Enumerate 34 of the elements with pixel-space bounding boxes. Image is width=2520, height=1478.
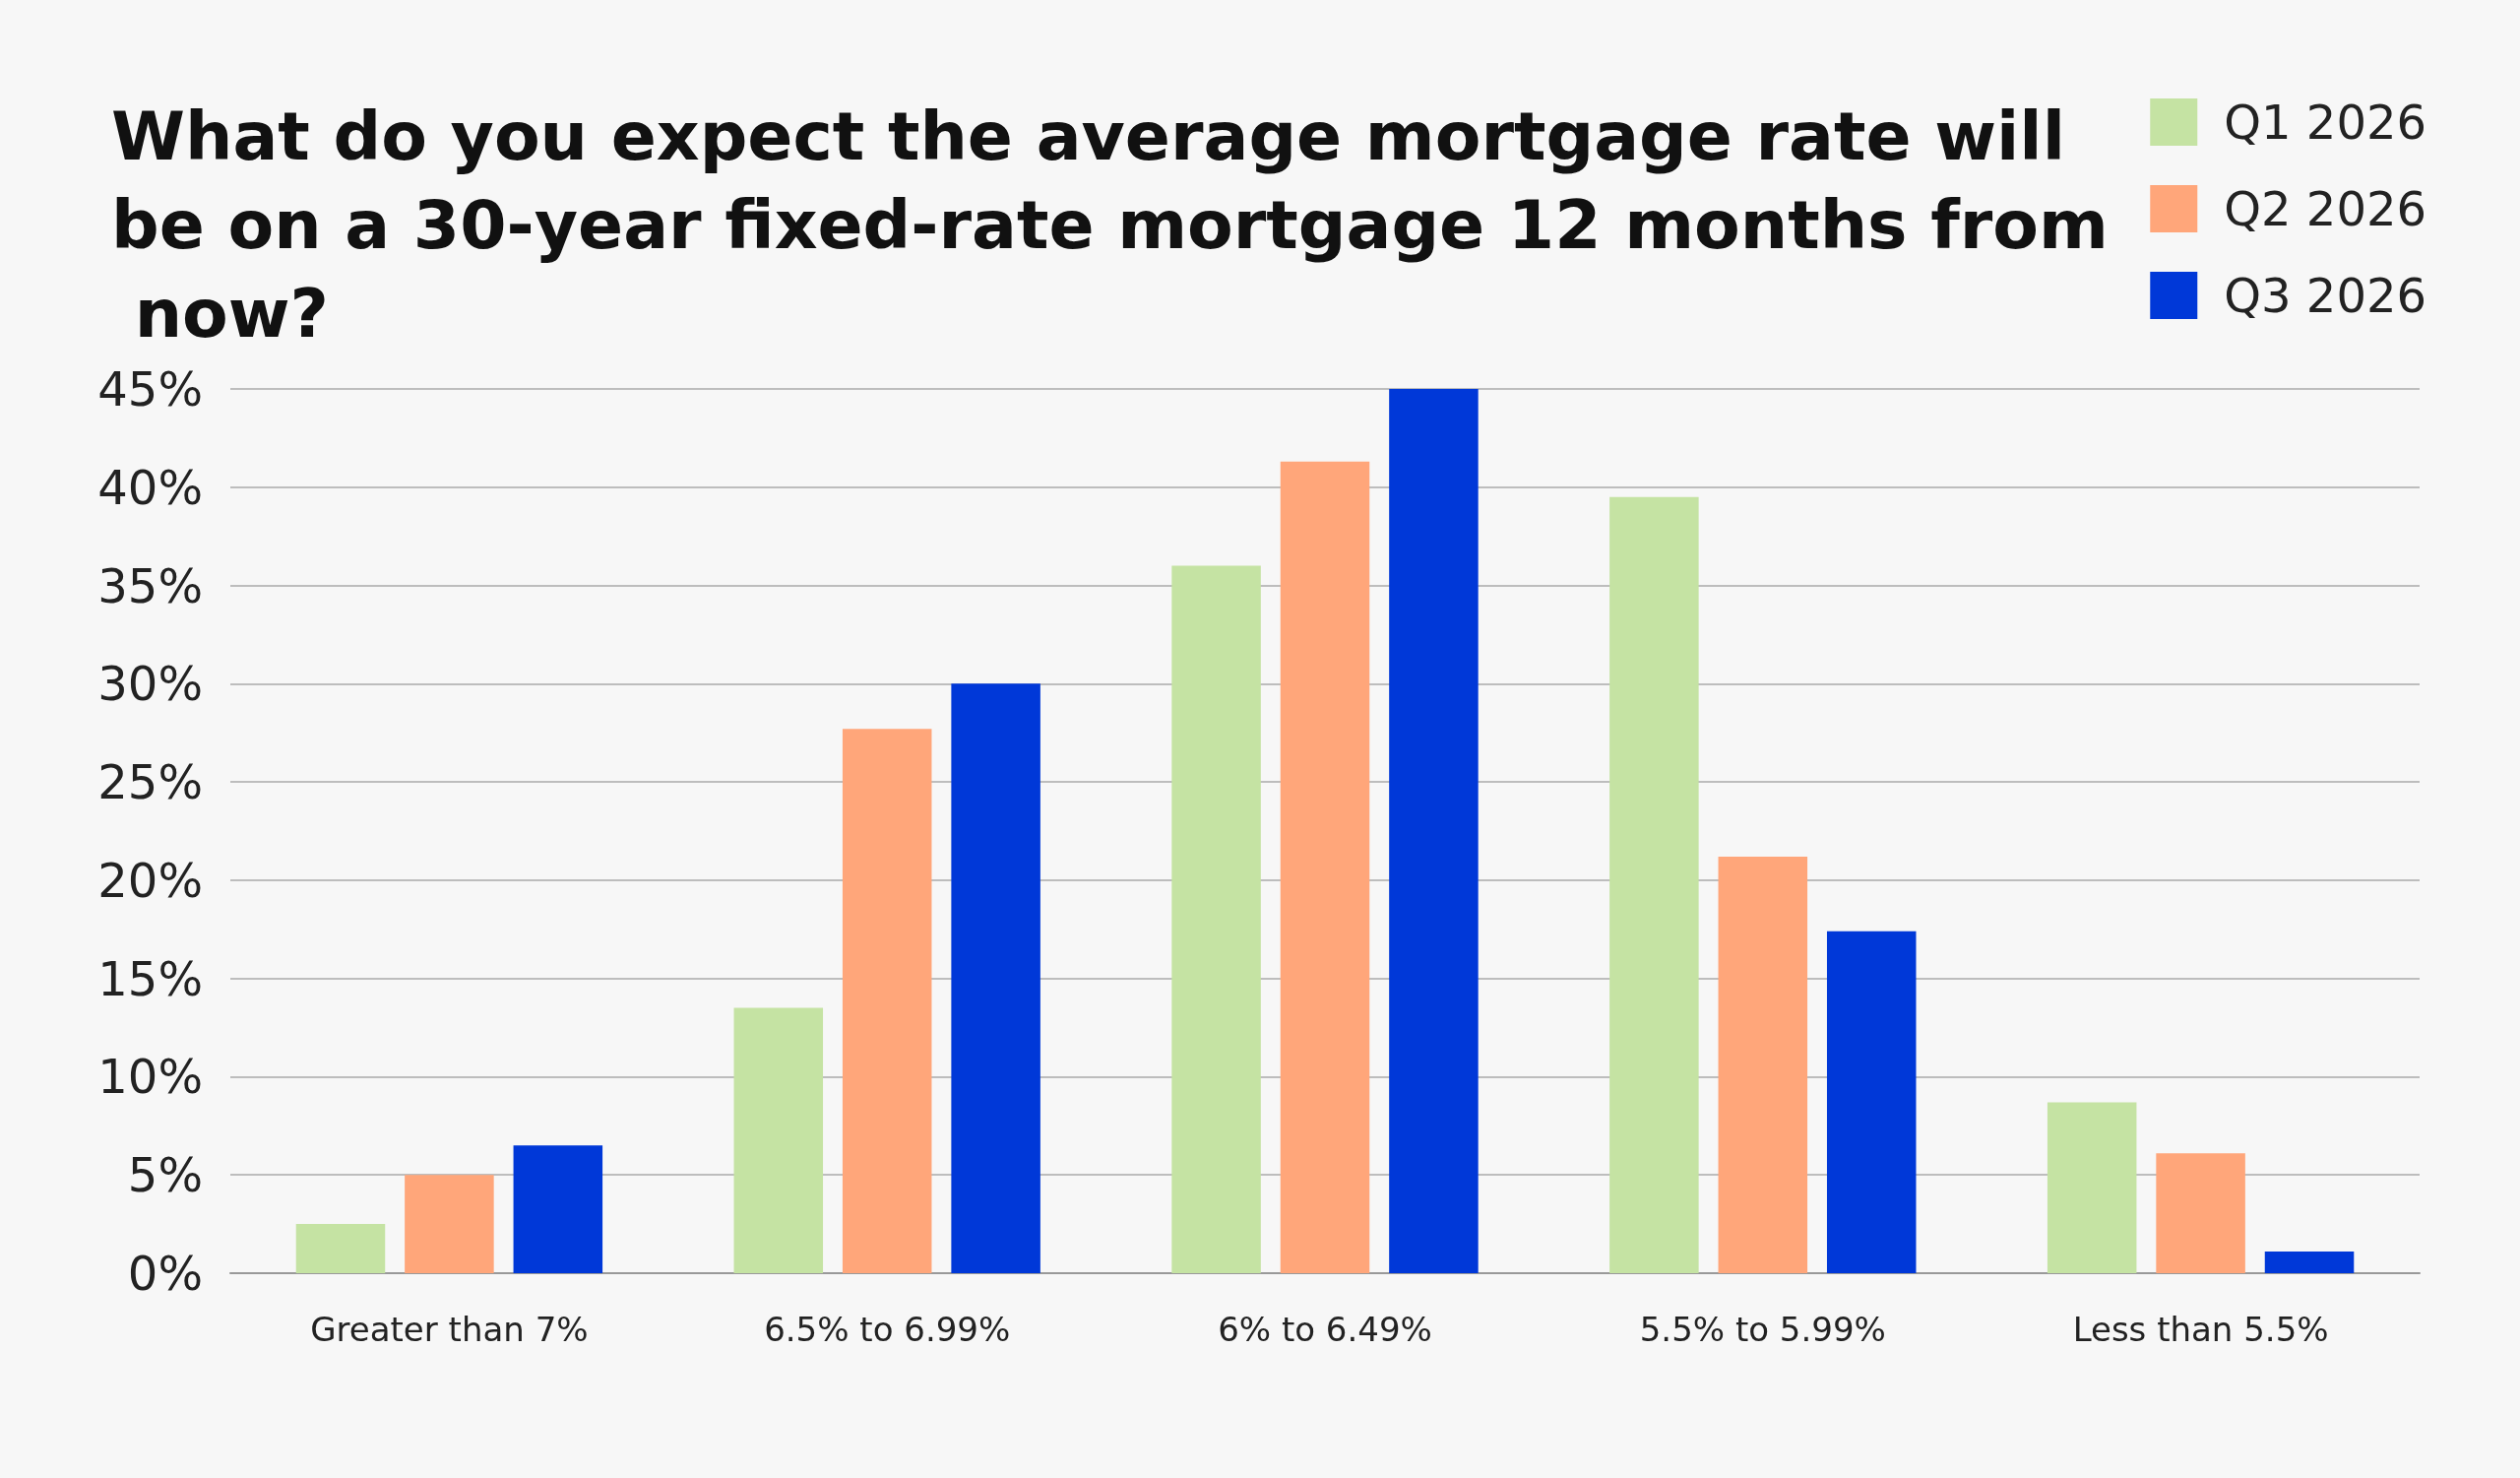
bar xyxy=(1718,856,1808,1273)
x-tick-label: Less than 5.5% xyxy=(2072,1310,2329,1349)
bar xyxy=(1826,931,1917,1273)
x-tick-label: 6.5% to 6.99% xyxy=(764,1310,1011,1349)
y-tick-label: 0% xyxy=(127,1246,203,1301)
x-tick-label: 5.5% to 5.99% xyxy=(1639,1310,1886,1349)
bar xyxy=(733,1007,824,1273)
bar xyxy=(951,683,1040,1273)
bar xyxy=(1171,565,1261,1273)
bar xyxy=(295,1224,386,1273)
bar xyxy=(2264,1252,2355,1273)
y-tick-label: 35% xyxy=(97,557,203,613)
x-tick-label: Greater than 7% xyxy=(310,1310,589,1349)
bar xyxy=(2156,1153,2245,1273)
y-tick-label: 20% xyxy=(97,852,203,908)
bar xyxy=(405,1175,494,1273)
chart-title: What do you expect the average mortgage rate will be on a 30-year fixed-rate mortgage 12 months from now? xyxy=(111,96,2109,353)
y-tick-label: 25% xyxy=(97,754,203,810)
y-tick-label: 45% xyxy=(97,361,203,417)
legend-label: Q1 2026 xyxy=(2224,95,2426,150)
legend-label: Q2 2026 xyxy=(2224,181,2426,236)
x-tick-label: 6% to 6.49% xyxy=(1218,1310,1432,1349)
bar xyxy=(842,729,932,1273)
y-tick-label: 5% xyxy=(127,1147,203,1203)
y-tick-label: 15% xyxy=(97,950,203,1006)
bar xyxy=(1609,496,1699,1273)
bar xyxy=(2047,1102,2137,1273)
y-tick-label: 30% xyxy=(97,656,203,712)
y-tick-label: 40% xyxy=(97,459,203,515)
bar xyxy=(513,1145,603,1273)
legend-label: Q3 2026 xyxy=(2224,268,2426,323)
y-tick-label: 10% xyxy=(97,1049,203,1105)
bar xyxy=(1280,461,1370,1273)
bar xyxy=(1389,389,1479,1273)
